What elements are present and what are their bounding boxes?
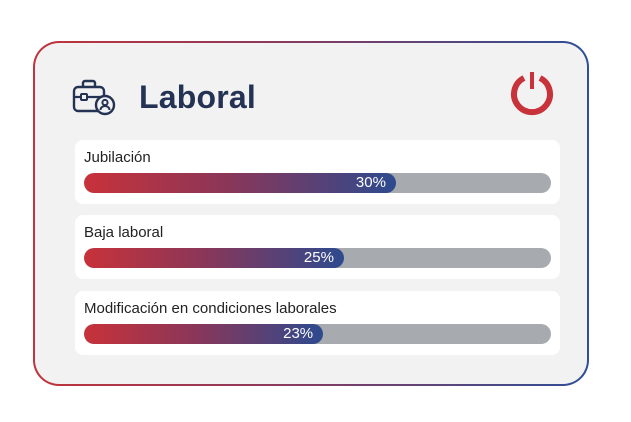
card-header: Laboral [71, 75, 256, 119]
progress-fill: 25% [84, 248, 344, 268]
progress-fill: 30% [84, 173, 396, 193]
briefcase-person-icon [71, 78, 117, 116]
progress-track: 30% [84, 173, 551, 193]
progress-track: 23% [84, 324, 551, 344]
item-label: Baja laboral [84, 224, 164, 241]
list-item: Baja laboral 25% [75, 215, 560, 279]
power-icon [507, 69, 557, 119]
laboral-card-frame: Laboral Jubilación 30% Baja laboral 25% [33, 41, 589, 386]
list-item: Jubilación 30% [75, 140, 560, 204]
progress-value: 25% [303, 249, 334, 266]
item-label: Jubilación [84, 149, 151, 166]
list-item: Modificación en condiciones laborales 23… [75, 291, 560, 355]
progress-value: 30% [355, 174, 386, 191]
item-label: Modificación en condiciones laborales [84, 300, 337, 317]
laboral-card: Laboral Jubilación 30% Baja laboral 25% [35, 43, 587, 384]
progress-value: 23% [283, 325, 314, 342]
progress-fill: 23% [84, 324, 324, 344]
card-title: Laboral [139, 78, 256, 115]
progress-track: 25% [84, 248, 551, 268]
